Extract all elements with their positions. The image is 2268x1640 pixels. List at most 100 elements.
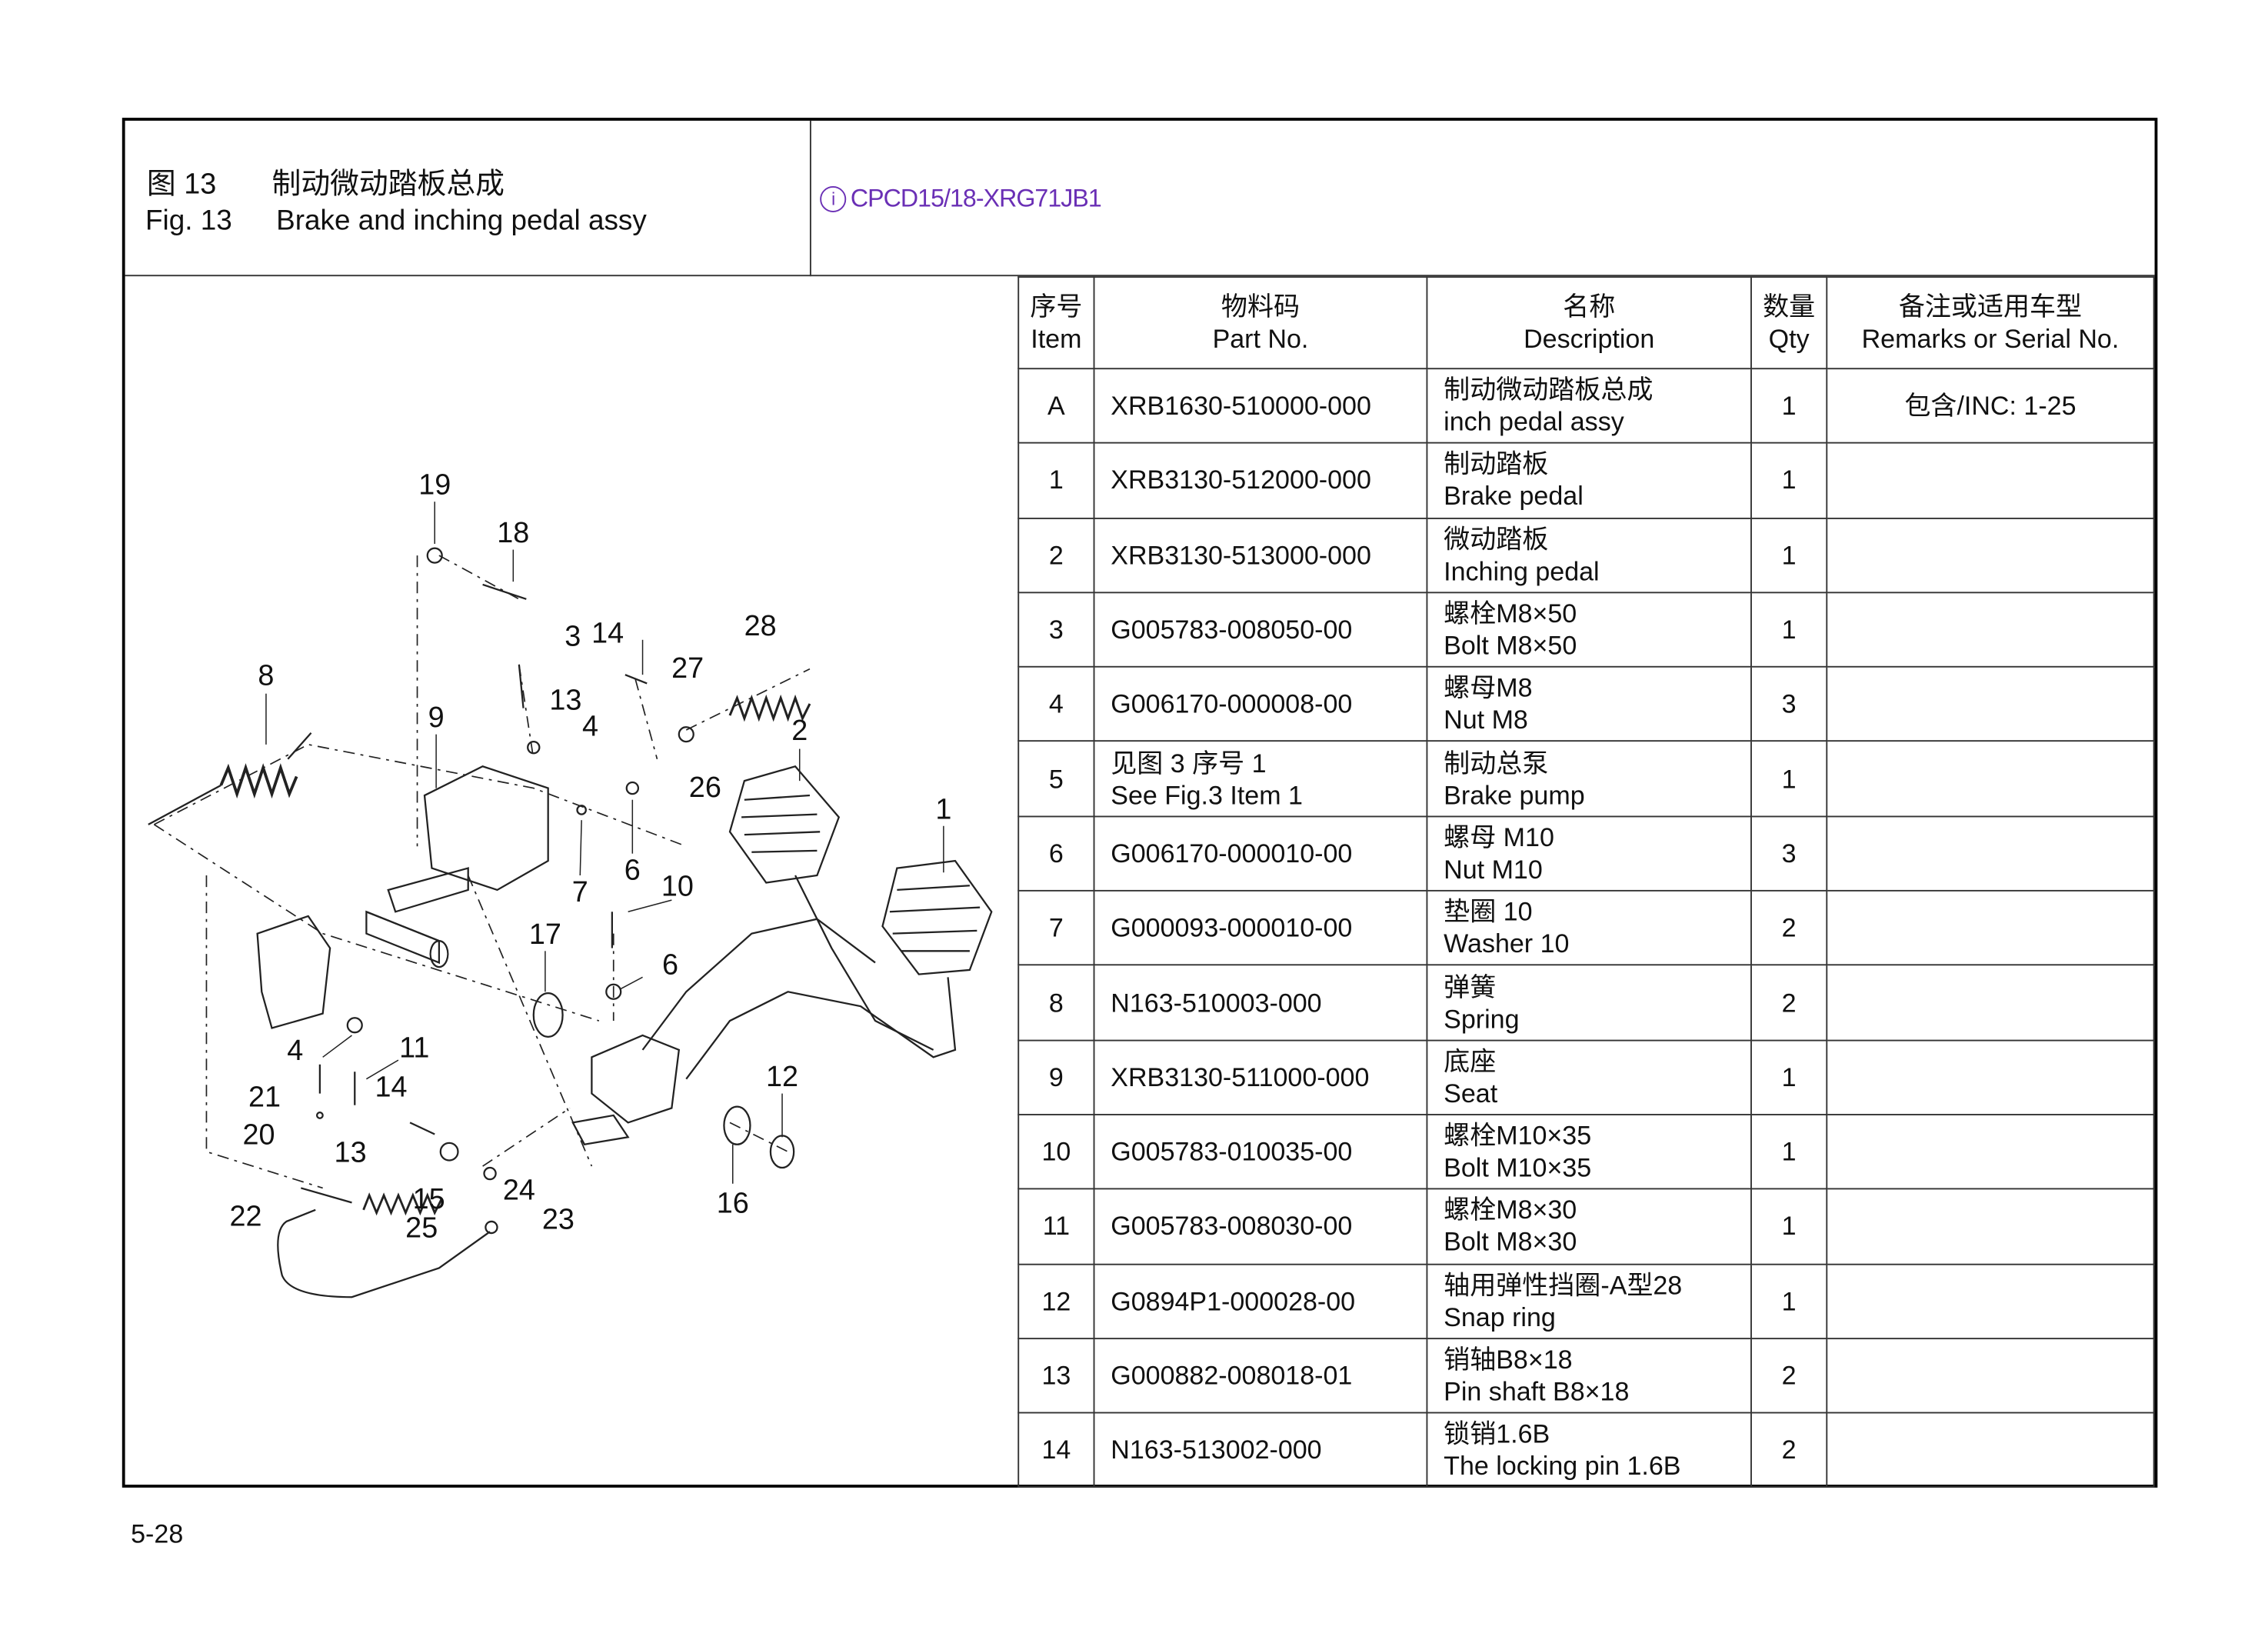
- rod-22-drawing: [277, 1187, 491, 1298]
- figure-label-cn: 图 13: [146, 168, 217, 201]
- part-cell: G006170-000010-00: [1093, 815, 1428, 892]
- callout-2: 2: [791, 715, 808, 747]
- spring-15-drawing: [362, 1192, 443, 1216]
- table-header-row: 序号 Item 物料码 Part No. 名称 Description 数量 Qty 备注或适用…: [1017, 276, 2155, 370]
- remarks-cell: [1826, 517, 2155, 594]
- description-cn: 垫圈 10: [1444, 897, 1533, 927]
- description-cell: 螺栓M8×30 Bolt M8×30: [1426, 1188, 1752, 1265]
- description-cell: 轴用弹性挡圈-A型28 Snap ring: [1426, 1262, 1752, 1339]
- callout-24: 24: [503, 1175, 535, 1207]
- bracket-plate-drawing: [571, 1114, 630, 1145]
- description-cn: 微动踏板: [1444, 524, 1549, 554]
- seat-9-drawing: [256, 765, 549, 1029]
- leader-lines: [265, 502, 944, 1184]
- info-circle-icon: i: [820, 185, 847, 212]
- callout-20: 20: [242, 1119, 275, 1152]
- table-row: 13 G000882-008018-01 销轴B8×18 Pin shaft B8×1…: [1017, 1337, 2155, 1414]
- part-number: N163-513002-000: [1111, 1435, 1322, 1465]
- remarks-cell: [1826, 1412, 2155, 1488]
- part-cell: XRB1630-510000-000: [1093, 368, 1428, 445]
- item-cell: 10: [1017, 1113, 1095, 1190]
- qty-cell: 3: [1750, 666, 1828, 743]
- figure-title-block: 图 13 制动微动踏板总成 Fig. 13 Brake and inching pe…: [125, 120, 811, 277]
- item-cell: 7: [1017, 890, 1095, 966]
- spring-28-drawing: [728, 694, 811, 722]
- remarks-cell: [1826, 815, 2155, 892]
- description-cn: 螺栓M8×50: [1444, 598, 1577, 628]
- callout-7: 7: [572, 876, 588, 908]
- part-number: G005783-010035-00: [1111, 1137, 1353, 1167]
- description-cn: 螺母M8: [1444, 673, 1533, 703]
- remarks-cell: [1826, 890, 2155, 966]
- table-row: 11 G005783-008030-00 螺栓M8×30 Bolt M8×30 1: [1017, 1188, 2155, 1265]
- qty-cell: 1: [1750, 517, 1828, 594]
- figure-title-en: Brake and inching pedal assy: [276, 205, 647, 238]
- fasteners-drawing: [315, 547, 694, 1235]
- callout-16: 16: [717, 1188, 749, 1220]
- remarks-cell: [1826, 1262, 2155, 1339]
- qty-cell: 2: [1750, 965, 1828, 1041]
- remarks-cell: [1826, 1039, 2155, 1115]
- description-cell: 制动踏板 Brake pedal: [1426, 442, 1752, 519]
- qty-cell: 3: [1750, 815, 1828, 892]
- figure-label-en: Fig. 13: [145, 205, 232, 238]
- table-row: 5 见图 3 序号 1 See Fig.3 Item 1 制动总泵 Brake pump…: [1017, 741, 2155, 817]
- model-block: i CPCD15/18-XRG71JB1: [811, 121, 2155, 277]
- table-row: 8 N163-510003-000 弹簧 Spring 2: [1017, 965, 2155, 1041]
- item-cell: 2: [1017, 517, 1095, 594]
- part-number: XRB3130-513000-000: [1111, 540, 1371, 570]
- item-cell: 8: [1017, 965, 1095, 1041]
- callout-13: 13: [549, 685, 581, 717]
- description-cell: 弹簧 Spring: [1426, 965, 1752, 1041]
- part-cell: G005783-008050-00: [1093, 592, 1428, 668]
- description-cn: 销轴B8×18: [1444, 1345, 1573, 1375]
- bracket-drawing: [591, 1034, 681, 1124]
- column-header-en: Remarks or Serial No.: [1861, 324, 2120, 354]
- part-cell: XRB3130-513000-000: [1093, 517, 1428, 594]
- part-number: G0894P1-000028-00: [1111, 1286, 1356, 1316]
- part-cell: N163-510003-000: [1093, 965, 1428, 1041]
- part-number: XRB3130-511000-000: [1111, 1062, 1370, 1092]
- description-cell: 销轴B8×18 Pin shaft B8×18: [1426, 1337, 1752, 1414]
- column-header: 数量 Qty: [1750, 276, 1828, 370]
- qty-cell: 1: [1750, 741, 1828, 817]
- part-number: G005783-008030-00: [1111, 1212, 1353, 1242]
- description-en: Nut M8: [1444, 705, 1528, 735]
- description-cn: 轴用弹性挡圈-A型28: [1444, 1270, 1683, 1300]
- description-cn: 螺母 M10: [1444, 822, 1554, 852]
- part-number: G006170-000010-00: [1111, 838, 1353, 868]
- description-cn: 底座: [1444, 1046, 1497, 1076]
- item-cell: 14: [1017, 1412, 1095, 1488]
- description-cn: 锁销1.6B: [1444, 1419, 1550, 1449]
- column-header: 序号 Item: [1017, 276, 1095, 370]
- table-row: 1 XRB3130-512000-000 制动踏板 Brake pedal 1: [1017, 442, 2155, 519]
- table-row: 3 G005783-008050-00 螺栓M8×50 Bolt M8×50 1: [1017, 592, 2155, 668]
- callout-15: 15: [413, 1183, 445, 1215]
- column-header-cn: 数量: [1763, 292, 1816, 322]
- remarks-cell: [1826, 741, 2155, 817]
- qty-cell: 1: [1750, 1262, 1828, 1339]
- description-en: Washer 10: [1444, 929, 1570, 959]
- column-header-cn: 序号: [1030, 292, 1083, 322]
- description-cell: 锁销1.6B The locking pin 1.6B: [1426, 1412, 1752, 1488]
- description-cn: 弹簧: [1444, 972, 1497, 1002]
- item-cell: 11: [1017, 1188, 1095, 1265]
- description-en: Bolt M10×35: [1444, 1153, 1592, 1183]
- remarks-cell: [1826, 666, 2155, 743]
- table-row: A XRB1630-510000-000 制动微动踏板总成 inch pedal as…: [1017, 368, 2155, 445]
- callout-14: 14: [375, 1071, 407, 1103]
- description-cn: 制动微动踏板总成: [1444, 375, 1654, 405]
- item-cell: 3: [1017, 592, 1095, 668]
- part-number: G000882-008018-01: [1111, 1361, 1353, 1391]
- item-cell: 13: [1017, 1337, 1095, 1414]
- part-number: N163-510003-000: [1111, 988, 1322, 1018]
- qty-cell: 1: [1750, 368, 1828, 445]
- description-en: The locking pin 1.6B: [1444, 1452, 1681, 1481]
- item-cell: 6: [1017, 815, 1095, 892]
- column-header-cn: 备注或适用车型: [1898, 292, 2083, 322]
- callout-27: 27: [671, 652, 704, 685]
- figure-title-cn: 制动微动踏板总成: [271, 168, 505, 201]
- part-cell: G000093-000010-00: [1093, 890, 1428, 966]
